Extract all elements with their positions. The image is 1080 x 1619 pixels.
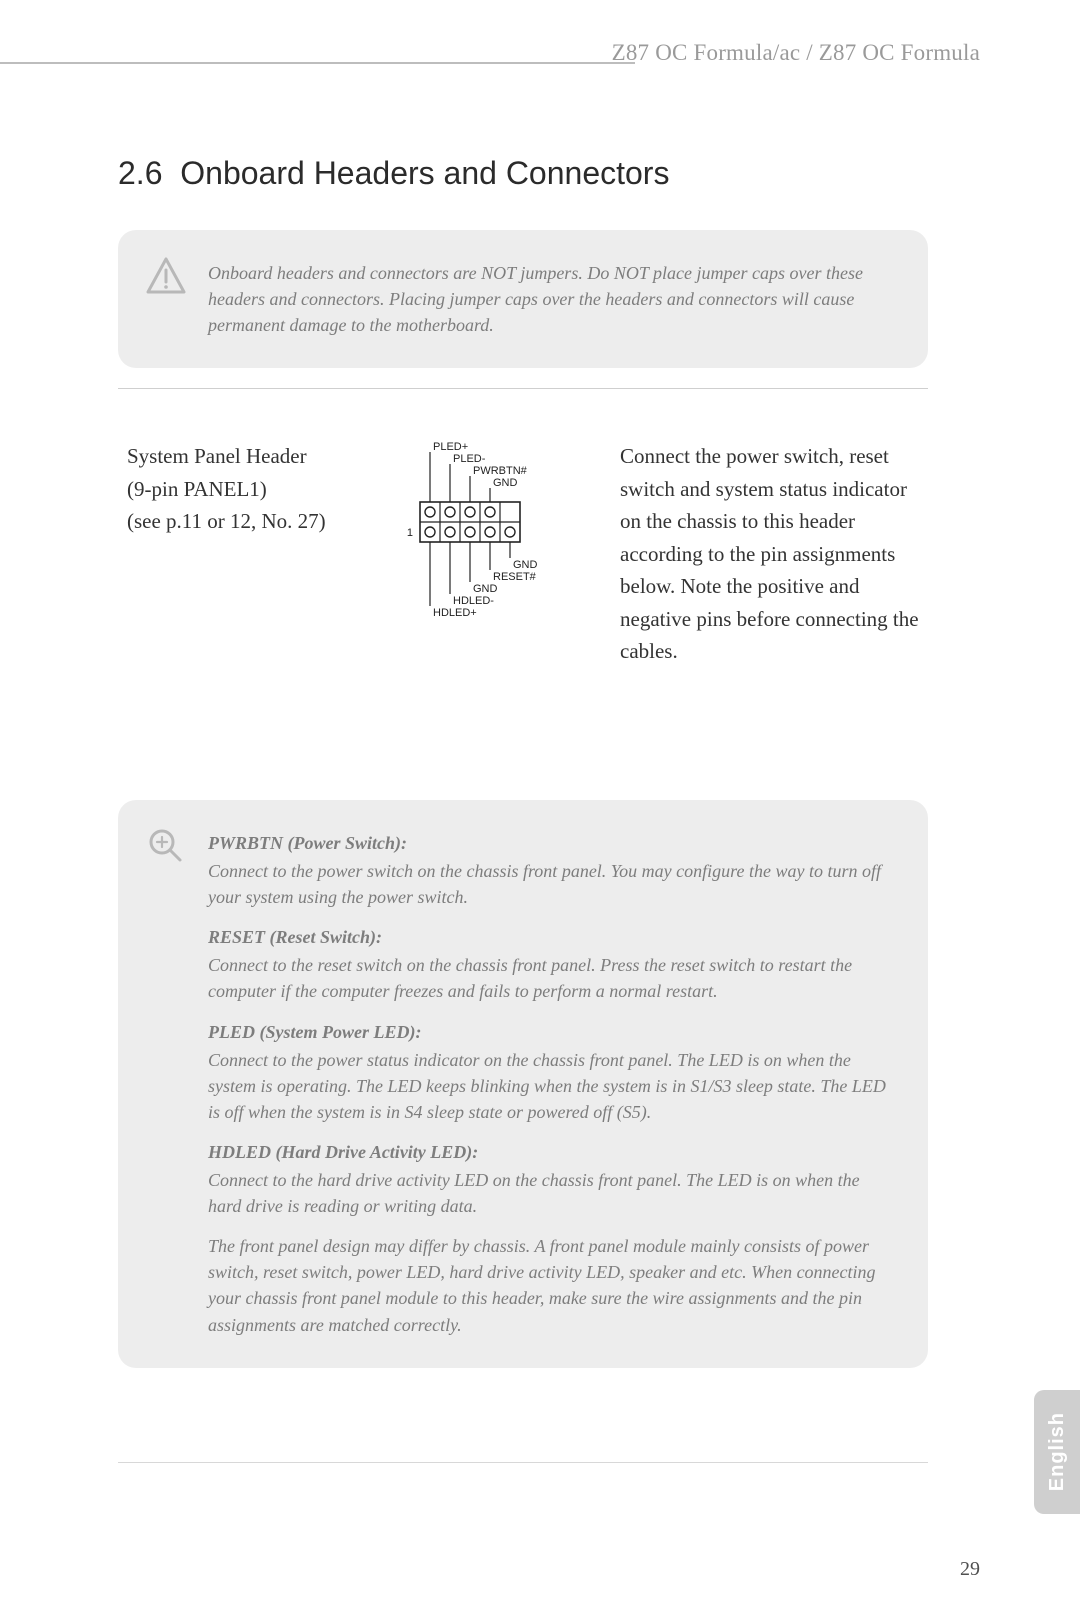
page-header: Z87 OC Formula/ac / Z87 OC Formula	[612, 40, 980, 66]
warning-callout: Onboard headers and connectors are NOT j…	[118, 230, 928, 368]
language-tab-label: English	[1046, 1412, 1069, 1491]
detail-body: Connect to the power switch on the chass…	[208, 858, 888, 910]
detail-heading: RESET (Reset Switch):	[208, 924, 888, 950]
section-number: 2.6	[118, 155, 162, 191]
pin1-label: 1	[407, 527, 413, 539]
detail-item: PLED (System Power LED): Connect to the …	[208, 1019, 888, 1125]
detail-heading: HDLED (Hard Drive Activity LED):	[208, 1139, 888, 1165]
label-pled-plus: PLED+	[433, 441, 468, 453]
detail-footer: The front panel design may differ by cha…	[208, 1233, 888, 1337]
panel-header-title: System Panel Header	[127, 440, 357, 473]
detail-heading: PWRBTN (Power Switch):	[208, 830, 888, 856]
mid-rule	[118, 388, 928, 389]
panel-header-subtitle: (9-pin PANEL1)	[127, 473, 357, 506]
label-hdled-minus: HDLED-	[453, 595, 494, 607]
bottom-rule	[118, 1462, 928, 1463]
page-number: 29	[960, 1558, 980, 1581]
detail-item: PWRBTN (Power Switch): Connect to the po…	[208, 830, 888, 910]
warning-text: Onboard headers and connectors are NOT j…	[208, 260, 888, 338]
panel-header-left: System Panel Header (9-pin PANEL1) (see …	[127, 440, 357, 538]
detail-body: Connect to the power status indicator on…	[208, 1047, 888, 1125]
label-gnd-b1: GND	[473, 583, 498, 595]
detail-body: Connect to the reset switch on the chass…	[208, 952, 888, 1004]
section-title-text: Onboard Headers and Connectors	[180, 155, 669, 191]
label-gnd-b2: GND	[513, 559, 538, 571]
panel-header-description: Connect the power switch, reset switch a…	[620, 440, 920, 668]
detail-item: HDLED (Hard Drive Activity LED): Connect…	[208, 1139, 888, 1219]
pin-diagram: 1 PLED+ PLED- PWRBTN# GND HDLED+ HDLED- …	[380, 430, 590, 635]
top-rule	[0, 62, 635, 64]
section-title: 2.6 Onboard Headers and Connectors	[118, 155, 669, 192]
label-pwrbtn: PWRBTN#	[473, 465, 528, 477]
detail-heading: PLED (System Power LED):	[208, 1019, 888, 1045]
magnify-icon	[146, 826, 186, 866]
label-hdled-plus: HDLED+	[433, 607, 477, 619]
label-gnd-top: GND	[493, 477, 518, 489]
detail-item: RESET (Reset Switch): Connect to the res…	[208, 924, 888, 1004]
panel-header-ref: (see p.11 or 12, No. 27)	[127, 505, 357, 538]
label-reset: RESET#	[493, 571, 537, 583]
detail-body: Connect to the hard drive activity LED o…	[208, 1167, 888, 1219]
label-pled-minus: PLED-	[453, 453, 486, 465]
detail-callout: PWRBTN (Power Switch): Connect to the po…	[118, 800, 928, 1368]
warning-icon	[146, 256, 186, 296]
language-tab: English	[1034, 1390, 1080, 1514]
